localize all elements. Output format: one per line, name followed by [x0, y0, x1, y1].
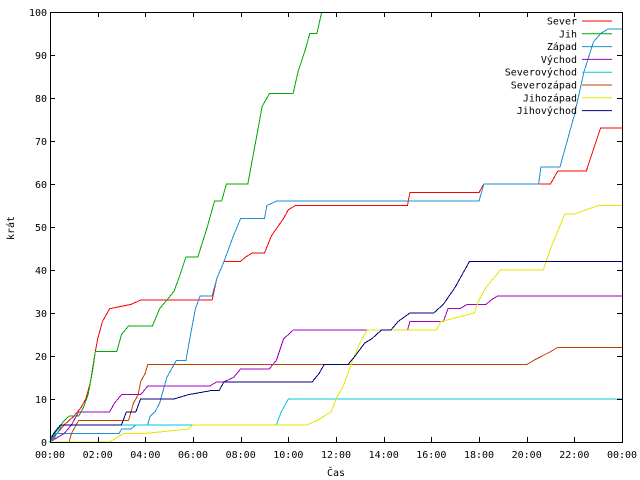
x-tick-label: 00:00: [607, 450, 637, 461]
y-tick-label: 90: [35, 51, 47, 62]
x-tick-label: 08:00: [226, 450, 256, 461]
legend-label: Jih: [559, 29, 577, 40]
x-tick-label: 12:00: [321, 450, 351, 461]
series-line-8: [49, 260, 622, 443]
x-tick-label: 14:00: [369, 450, 399, 461]
x-tick-label: 16:00: [416, 450, 446, 461]
x-tick-label: 06:00: [178, 450, 208, 461]
x-axis-title: Čas: [327, 466, 345, 479]
legend-label: Jihozápad: [523, 92, 577, 104]
x-tick-label: 04:00: [130, 450, 160, 461]
x-tick-label: 02:00: [83, 450, 113, 461]
x-tick-label: 00:00: [35, 450, 65, 461]
y-tick-label: 60: [35, 180, 47, 191]
x-tick-label: 22:00: [559, 450, 589, 461]
legend: SeverJihZápadVýchodSeverovýchodSeverozáp…: [505, 17, 612, 117]
legend-label: Sever: [547, 17, 577, 28]
y-tick-label: 10: [35, 395, 47, 406]
y-tick-label: 50: [35, 223, 47, 234]
series-line-5: [49, 398, 622, 443]
y-tick-label: 0: [41, 438, 47, 449]
series-line-2: [49, 11, 323, 443]
x-tick-label: 18:00: [464, 450, 494, 461]
ticks-layer: 00:00 02:00 04:00 06:00 08:00 10:00 12:00 14:00…: [29, 8, 637, 461]
series-layer: [49, 11, 622, 443]
legend-label: Východ: [541, 54, 577, 66]
legend-label: Severovýchod: [505, 67, 577, 79]
series-line-4: [49, 295, 622, 443]
y-axis-title: krát: [5, 216, 17, 240]
y-tick-label: 80: [35, 94, 47, 105]
y-tick-label: 30: [35, 309, 47, 320]
plot-frame: [50, 12, 623, 443]
y-tick-label: 100: [29, 8, 47, 19]
y-tick-label: 70: [35, 137, 47, 148]
legend-label: Západ: [547, 41, 577, 53]
y-tick-label: 40: [35, 266, 47, 277]
series-line-6: [50, 346, 622, 443]
legend-label: Jihovýchod: [517, 105, 577, 117]
series-line-3: [49, 28, 622, 443]
x-tick-label: 10:00: [273, 450, 303, 461]
y-tick-label: 20: [35, 352, 47, 363]
x-tick-label: 20:00: [512, 450, 542, 461]
series-line-7: [50, 205, 622, 443]
legend-label: Severozápad: [511, 80, 577, 92]
